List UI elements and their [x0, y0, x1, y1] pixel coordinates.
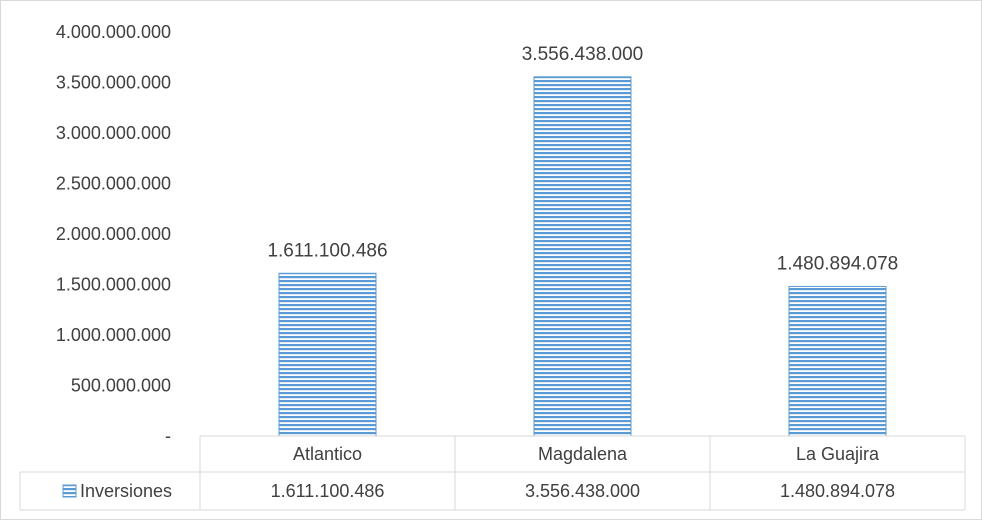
bar-magdalena	[533, 76, 632, 437]
y-tick-label: 1.500.000.000	[56, 275, 171, 295]
y-tick-label: 2.500.000.000	[56, 174, 171, 194]
y-axis: - 500.000.000 1.000.000.000 1.500.000.000 2.…	[56, 22, 171, 446]
y-tick-label: 3.500.000.000	[56, 73, 171, 93]
table-value-cell: 1.611.100.486	[271, 481, 385, 501]
y-tick-label: 4.000.000.000	[56, 22, 171, 42]
bars	[278, 76, 887, 437]
category-label: Atlantico	[293, 444, 362, 464]
y-tick-label: 3.000.000.000	[56, 123, 171, 143]
y-tick-label: 2.000.000.000	[56, 224, 171, 244]
table-value-cell: 1.480.894.078	[780, 481, 895, 501]
category-label: La Guajira	[796, 444, 880, 464]
legend-swatch	[62, 484, 77, 498]
category-label: Magdalena	[538, 444, 628, 464]
y-tick-label: 500.000.000	[71, 376, 171, 396]
data-label: 3.556.438.000	[522, 44, 644, 65]
bar-la-guajira	[788, 285, 887, 437]
data-table: Atlantico Magdalena La Guajira Inversiones 1…	[19, 435, 966, 511]
data-label: 1.480.894.078	[777, 253, 899, 274]
table-value-cell: 3.556.438.000	[525, 481, 640, 501]
legend-label: Inversiones	[80, 481, 172, 501]
data-label: 1.611.100.486	[267, 240, 387, 261]
data-labels: 1.611.100.486 3.556.438.000 1.480.894.078	[267, 44, 898, 275]
y-tick-label: 1.000.000.000	[56, 325, 171, 345]
bar-atlantico	[278, 272, 377, 437]
y-tick-label: -	[165, 426, 171, 446]
